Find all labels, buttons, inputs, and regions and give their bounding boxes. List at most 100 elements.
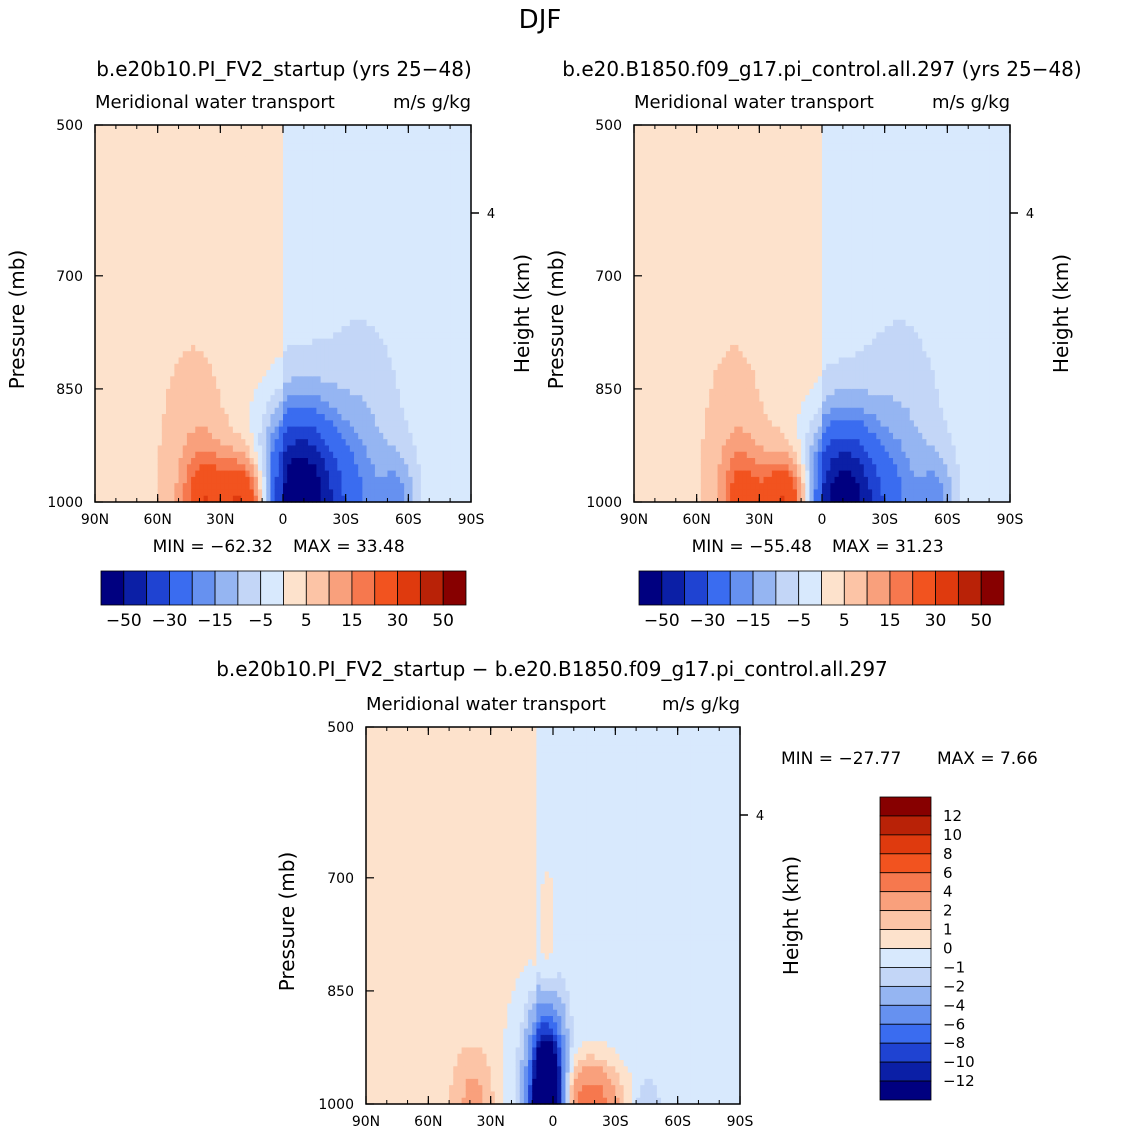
left-cell [179,477,184,484]
left-cell [404,420,409,427]
left-cell [254,414,259,421]
left-cell [400,389,405,396]
left-cell [254,194,259,201]
left-cell [195,433,200,440]
left-cell [195,383,200,390]
left-cell [170,395,175,402]
left-cell [404,376,409,383]
left-cell [99,471,104,478]
left-cell [187,383,192,390]
left-cell [275,395,280,402]
left-cell [287,257,292,264]
left-cell [308,464,313,471]
left-cell [145,282,150,289]
left-cell [266,138,271,145]
left-cell [433,182,438,189]
left-cell [291,364,296,371]
left-cell [329,395,334,402]
left-cell [316,263,321,270]
left-cell [433,471,438,478]
left-cell [233,339,238,346]
left-cell [133,219,138,226]
left-cell [329,163,334,170]
left-cell [329,314,334,321]
left-cell [108,445,113,452]
left-cell [375,301,380,308]
left-cell [396,301,401,308]
left-cell [287,144,292,151]
left-cell [354,445,359,452]
left-cell [153,458,158,465]
left-cell [421,276,426,283]
left-cell [308,125,313,132]
left-cell [187,401,192,408]
left-cell [333,439,338,446]
left-cell [99,169,104,176]
left-cell [262,307,267,314]
left-cell [204,433,209,440]
left-cell [108,326,113,333]
left-cell [392,251,397,258]
left-cell [191,420,196,427]
left-cell [116,489,121,496]
left-cell [279,163,284,170]
left-cell [262,194,267,201]
left-cell [350,125,355,132]
left-cell [429,357,434,364]
left-cell [312,200,317,207]
left-cell [275,370,280,377]
left-cell [321,370,326,377]
left-cell [413,401,418,408]
left-cell [241,464,246,471]
left-cell [283,464,288,471]
left-cell [266,471,271,478]
left-cell [433,364,438,371]
left-cell [170,320,175,327]
left-cell [333,339,338,346]
left-cell [350,182,355,189]
left-cell [179,339,184,346]
left-cell [266,383,271,390]
left-cell [212,295,217,302]
left-cell [346,213,351,220]
left-cell [312,238,317,245]
left-cell [108,219,113,226]
left-cell [421,477,426,484]
left-cell [396,370,401,377]
left-cell [124,339,129,346]
left-cell [120,194,125,201]
left-cell [400,156,405,163]
left-cell [158,477,163,484]
left-cell [325,458,330,465]
left-cell [108,427,113,434]
left-cell [141,433,146,440]
left-cell [195,477,200,484]
left-cell [408,345,413,352]
left-cell [220,464,225,471]
left-cell [195,182,200,189]
left-cell [375,383,380,390]
left-cell [375,314,380,321]
left-cell [396,445,401,452]
left-cell [425,257,430,264]
left-cell [333,357,338,364]
left-cell [379,213,384,220]
left-cell [262,295,267,302]
left-cell [358,125,363,132]
left-cell [442,182,447,189]
left-cell [270,232,275,239]
left-cell [208,458,213,465]
left-cell [316,251,321,258]
left-cell [120,282,125,289]
left-cell [183,295,188,302]
left-cell [237,251,242,258]
left-cell [195,207,200,214]
left-cell [321,439,326,446]
left-cell [438,326,443,333]
left-cell [128,433,133,440]
left-cell [229,219,234,226]
left-cell [112,452,117,459]
left-cell [400,332,405,339]
left-cell [183,307,188,314]
left-cell [153,150,158,157]
